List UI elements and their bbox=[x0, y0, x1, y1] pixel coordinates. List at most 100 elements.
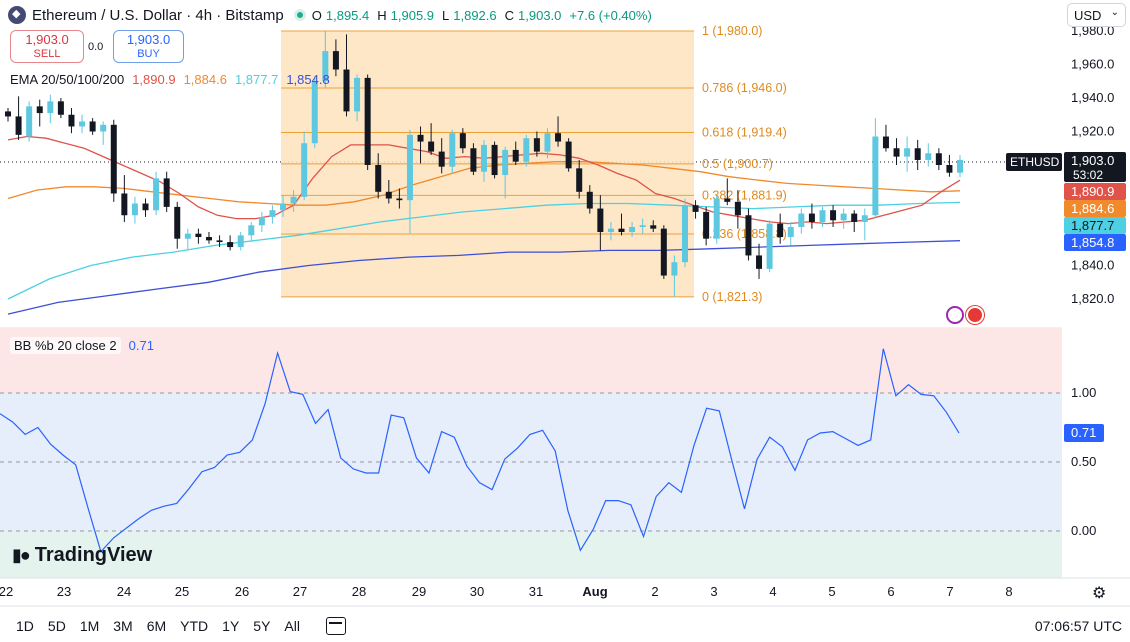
range-all-button[interactable]: All bbox=[284, 618, 300, 634]
candle-down bbox=[438, 151, 445, 167]
ema-price-tag-background bbox=[1064, 217, 1126, 234]
range-5d-button[interactable]: 5D bbox=[47, 618, 66, 634]
bottom-toolbar: 1D 5D 1M 3M 6M YTD 1Y 5Y All 07:06:57 UT… bbox=[0, 610, 1130, 642]
candle-up bbox=[502, 149, 509, 176]
fib-level-label: 0.236 (1,858.8) bbox=[702, 227, 787, 241]
candle-down bbox=[364, 77, 371, 165]
range-3m-button[interactable]: 3M bbox=[113, 618, 133, 634]
bb-legend[interactable]: BB %b 20 close 2 0.71 bbox=[10, 337, 154, 354]
time-tick-label: 29 bbox=[412, 584, 426, 599]
time-tick-label: 30 bbox=[470, 584, 484, 599]
us-flag-event-icon[interactable] bbox=[966, 306, 984, 324]
range-ytd-button[interactable]: YTD bbox=[180, 618, 209, 634]
ethereum-logo-icon bbox=[8, 6, 26, 24]
ema-price-tag-background bbox=[1064, 200, 1126, 217]
ema200-value: 1,854.8 bbox=[286, 72, 330, 87]
candle-up bbox=[79, 121, 86, 127]
price-tick-label: 1,920.0 bbox=[1071, 124, 1114, 139]
symbol-title[interactable]: Ethereum / U.S. Dollar · 4h · Bitstamp bbox=[32, 6, 284, 24]
candle-down bbox=[946, 165, 953, 173]
candle-up bbox=[354, 77, 361, 112]
symbol-tag: ETHUSD bbox=[1010, 155, 1060, 169]
candle-down bbox=[470, 148, 477, 172]
candle-down bbox=[893, 148, 900, 157]
candle-up bbox=[629, 226, 636, 232]
sell-label: SELL bbox=[33, 48, 61, 60]
utc-clock[interactable]: 07:06:57 UTC bbox=[1034, 618, 1122, 634]
ema-price-tag: 1,877.7 bbox=[1071, 218, 1114, 233]
candle-down bbox=[227, 242, 234, 248]
candle-up bbox=[301, 143, 308, 197]
candle-up bbox=[861, 215, 868, 222]
candle-up bbox=[766, 223, 773, 269]
candle-down bbox=[195, 233, 202, 238]
candle-up bbox=[47, 101, 54, 114]
candle-up bbox=[322, 51, 329, 82]
current-price-tag-background bbox=[1064, 152, 1126, 182]
ohlc-open-key: O bbox=[311, 7, 322, 23]
event-badges[interactable] bbox=[946, 306, 984, 324]
fib-level-label: 0.382 (1,881.9) bbox=[702, 188, 787, 202]
bb-current-tag: 0.71 bbox=[1071, 425, 1096, 440]
candle-up bbox=[872, 136, 879, 216]
candle-up bbox=[798, 213, 805, 227]
fib-level-label: 0.618 (1,919.4) bbox=[702, 126, 787, 140]
time-tick-label: 2 bbox=[651, 584, 658, 599]
range-1y-button[interactable]: 1Y bbox=[222, 618, 240, 634]
settings-gear-icon[interactable]: ⚙ bbox=[1092, 585, 1107, 602]
candle-down bbox=[745, 215, 752, 256]
fib-level-label: 0.786 (1,946.0) bbox=[702, 81, 787, 95]
candle-down bbox=[830, 210, 837, 221]
fib-level-label: 0 (1,821.3) bbox=[702, 290, 762, 304]
fib-level-label: 0.5 (1,900.7) bbox=[702, 157, 773, 171]
candle-down bbox=[851, 213, 858, 222]
bb-tick-label: 1.00 bbox=[1071, 385, 1096, 400]
range-1m-button[interactable]: 1M bbox=[79, 618, 100, 634]
time-axis[interactable]: 22 23 24 25 26 27 28 29 30 31 Aug 2 3 4 5 6 7 8 bbox=[0, 577, 1130, 607]
candle-down bbox=[703, 211, 710, 239]
candle-up bbox=[787, 226, 794, 238]
market-status-icon[interactable] bbox=[293, 9, 306, 21]
range-6m-button[interactable]: 6M bbox=[146, 618, 167, 634]
ema100-value: 1,877.7 bbox=[234, 72, 279, 87]
candle-down bbox=[882, 136, 889, 149]
candle-down bbox=[36, 106, 43, 114]
time-tick-label: 24 bbox=[117, 584, 131, 599]
candle-up bbox=[406, 134, 413, 201]
candle-down bbox=[576, 168, 583, 192]
price-scale[interactable]: 1,980.01,960.01,940.01,920.01,860.01,840… bbox=[1006, 0, 1130, 606]
candle-down bbox=[174, 206, 181, 239]
range-1d-button[interactable]: 1D bbox=[16, 618, 34, 634]
sell-button[interactable]: 1,903.0 SELL bbox=[10, 30, 84, 63]
candle-countdown: 53:02 bbox=[1073, 168, 1103, 182]
price-tick-label: 1,840.0 bbox=[1071, 258, 1114, 273]
tradingview-mark-icon: ▮● bbox=[12, 545, 31, 565]
tradingview-logo[interactable]: ▮● TradingView bbox=[12, 544, 152, 567]
buy-button[interactable]: 1,903.0 BUY bbox=[113, 30, 184, 63]
currency-select[interactable]: USD ⌄ bbox=[1067, 3, 1126, 27]
time-tick-label: 23 bbox=[57, 584, 71, 599]
candle-down bbox=[142, 203, 149, 211]
candle-down bbox=[491, 144, 498, 176]
lightning-event-icon[interactable] bbox=[946, 306, 964, 324]
ema-legend[interactable]: EMA 20/50/100/200 1,890.9 1,884.6 1,877.… bbox=[10, 72, 330, 87]
calendar-icon[interactable] bbox=[325, 617, 346, 635]
ema-price-tag: 1,884.6 bbox=[1071, 201, 1114, 216]
bb-tick-label: 0.50 bbox=[1071, 454, 1096, 469]
candle-down bbox=[660, 228, 667, 276]
chart-header: Ethereum / U.S. Dollar · 4h · Bitstamp O… bbox=[0, 4, 656, 26]
bb-overbought-zone bbox=[0, 328, 1062, 393]
candle-up bbox=[925, 153, 932, 160]
range-5y-button[interactable]: 5Y bbox=[253, 618, 271, 634]
candle-down bbox=[110, 124, 117, 194]
price-tick-label: 1,820.0 bbox=[1071, 291, 1114, 306]
candle-down bbox=[15, 116, 22, 135]
ema200-line bbox=[7, 240, 961, 315]
candle-up bbox=[681, 205, 688, 263]
buy-price: 1,903.0 bbox=[126, 32, 171, 47]
candle-up bbox=[639, 225, 646, 227]
ema50-value: 1,884.6 bbox=[183, 72, 227, 87]
candle-up bbox=[544, 133, 551, 152]
candle-down bbox=[692, 205, 699, 212]
